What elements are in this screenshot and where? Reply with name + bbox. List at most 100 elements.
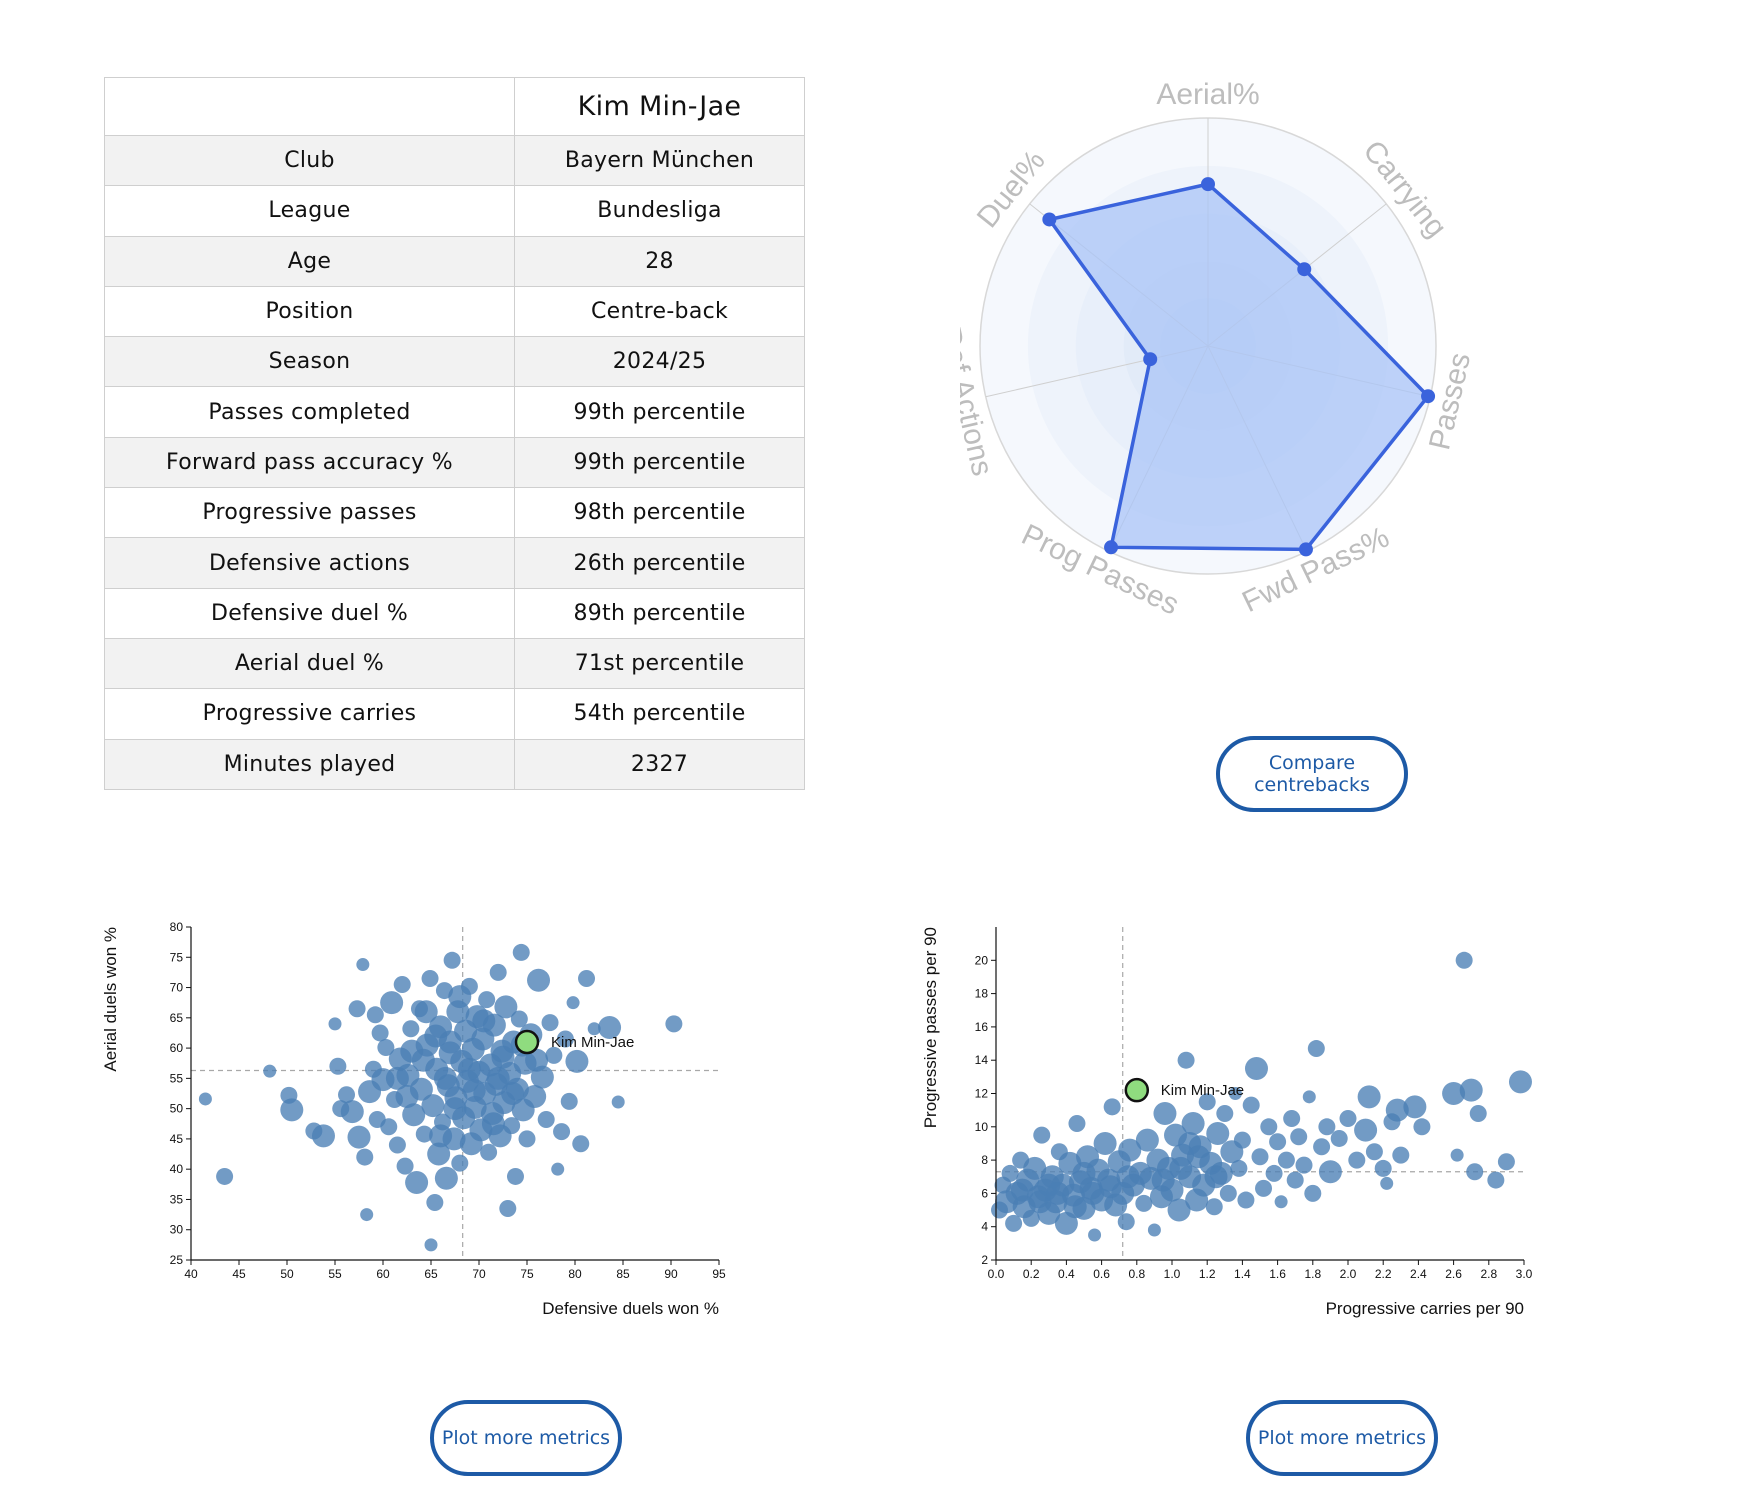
scatter-point xyxy=(415,1125,433,1143)
scatter-point xyxy=(472,1009,496,1033)
scatter-point xyxy=(489,963,507,981)
scatter-point xyxy=(1385,1098,1409,1122)
y-tick-label: 60 xyxy=(170,1041,184,1055)
x-tick-label: 3.0 xyxy=(1516,1267,1533,1281)
scatter-point xyxy=(1442,1082,1466,1105)
scatter-point xyxy=(481,1112,505,1136)
scatter-point xyxy=(385,1066,409,1090)
row-label: Defensive duel % xyxy=(104,587,515,639)
x-tick-label: 2.0 xyxy=(1340,1267,1357,1281)
scatter-point xyxy=(443,1097,467,1121)
x-tick-label: 90 xyxy=(664,1267,678,1281)
scatter-point xyxy=(1318,1160,1342,1184)
scatter-point xyxy=(438,1030,462,1054)
scatter-point xyxy=(499,1200,517,1218)
scatter-point xyxy=(1403,1095,1427,1119)
scatter-point xyxy=(611,1095,625,1109)
scatter-point xyxy=(1081,1181,1105,1205)
scatter-point xyxy=(1365,1143,1383,1161)
scatter-point xyxy=(1005,1214,1023,1232)
scatter-point xyxy=(1283,1109,1301,1127)
x-tick-label: 0.4 xyxy=(1058,1267,1075,1281)
scatter-point xyxy=(527,968,551,992)
scatter-point xyxy=(396,1157,414,1175)
y-tick-label: 10 xyxy=(975,1120,989,1134)
scatter-point xyxy=(510,1010,528,1028)
row-label: Aerial duel % xyxy=(104,637,515,690)
scatter-point xyxy=(1354,1118,1378,1142)
scatter-point xyxy=(545,1046,563,1064)
scatter-point xyxy=(1177,1051,1195,1069)
highlighted-player-label: Kim Min-Jae xyxy=(551,1034,634,1051)
row-value-link[interactable]: Bayern München xyxy=(514,134,805,187)
row-label: Season xyxy=(104,336,515,388)
x-tick-label: 70 xyxy=(472,1267,486,1281)
table-row: Progressive carries 54th percentile xyxy=(104,688,805,740)
scatter-point xyxy=(360,1208,374,1222)
scatter-point xyxy=(393,976,411,994)
scatter-point xyxy=(503,1117,521,1135)
scatter-point xyxy=(1153,1101,1177,1125)
y-axis-label: Aerial duels won % xyxy=(101,927,120,1072)
x-tick-label: 85 xyxy=(616,1267,630,1281)
table-row: Aerial duel % 71st percentile xyxy=(104,637,805,690)
radar-point xyxy=(1298,542,1313,557)
scatter-point xyxy=(388,1136,406,1154)
row-label: Age xyxy=(104,235,515,287)
scatter-point xyxy=(541,1014,559,1032)
row-value-link[interactable]: Centre-back xyxy=(514,285,805,338)
y-tick-label: 55 xyxy=(170,1071,184,1085)
scatter-point xyxy=(1022,1209,1040,1227)
scatter-point xyxy=(328,1017,342,1031)
scatter-point xyxy=(434,1166,458,1190)
scatter-point xyxy=(1178,1131,1202,1155)
x-tick-label: 40 xyxy=(184,1267,198,1281)
table-row: Season 2024/25 xyxy=(104,336,805,388)
player-name-header: Kim Min-Jae xyxy=(514,77,805,136)
x-tick-label: 45 xyxy=(232,1267,246,1281)
scatter-point xyxy=(1255,1179,1273,1197)
compare-centrebacks-button[interactable]: Compare centrebacks xyxy=(1216,736,1408,812)
row-value: Bundesliga xyxy=(514,185,805,237)
scatter-point xyxy=(1251,1148,1269,1166)
table-row: Age 28 xyxy=(104,235,805,287)
scatter-point xyxy=(1216,1104,1234,1122)
x-tick-label: 0.0 xyxy=(988,1267,1005,1281)
scatter-point xyxy=(1198,1093,1216,1111)
scatter-point xyxy=(1307,1040,1325,1058)
scatter-point xyxy=(512,943,530,961)
scatter-point xyxy=(1103,1098,1121,1116)
y-tick-label: 14 xyxy=(975,1053,989,1067)
scatter-point xyxy=(395,1085,419,1109)
scatter-point xyxy=(665,1015,683,1033)
radar-point xyxy=(1297,262,1312,277)
row-label: Club xyxy=(104,134,515,187)
scatter-point xyxy=(1455,951,1473,969)
scatter-point xyxy=(1392,1146,1410,1164)
row-value: 2024/25 xyxy=(514,336,805,388)
scatter-point xyxy=(1290,1128,1308,1146)
x-tick-label: 55 xyxy=(328,1267,342,1281)
x-tick-label: 95 xyxy=(712,1267,726,1281)
plot-more-metrics-button-left[interactable]: Plot more metrics xyxy=(430,1400,622,1476)
scatter-point xyxy=(1237,1191,1255,1209)
row-label: Passes completed xyxy=(104,386,515,438)
y-tick-label: 50 xyxy=(170,1102,184,1116)
plot-more-metrics-button-right[interactable]: Plot more metrics xyxy=(1246,1400,1438,1476)
scatter-point xyxy=(380,991,404,1015)
scatter-point xyxy=(1286,1171,1304,1189)
scatter-point xyxy=(1023,1156,1047,1180)
scatter-point xyxy=(1028,1190,1052,1214)
scatter-point xyxy=(427,1142,451,1166)
scatter-point xyxy=(380,1118,398,1136)
scatter-point xyxy=(1098,1175,1122,1199)
x-tick-label: 2.8 xyxy=(1480,1267,1497,1281)
x-tick-label: 65 xyxy=(424,1267,438,1281)
row-label: Position xyxy=(104,285,515,338)
scatter-point xyxy=(377,1038,395,1056)
scatter-point xyxy=(1181,1111,1205,1135)
scatter-point xyxy=(348,1000,366,1018)
scatter-point xyxy=(402,1103,426,1127)
scatter-point xyxy=(1068,1114,1086,1132)
